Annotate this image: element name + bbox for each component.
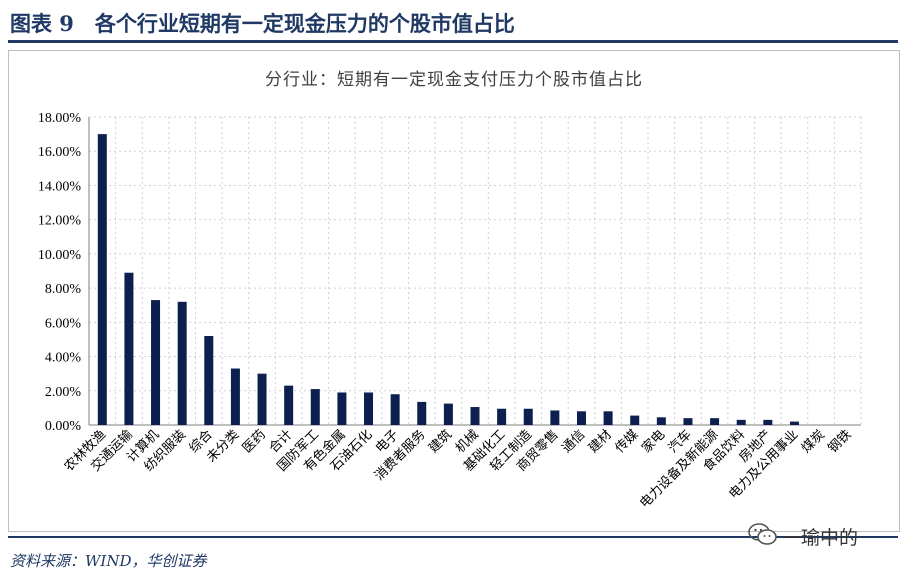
bar [603,411,613,425]
bar [443,403,453,425]
y-tick-label: 6.00% [45,316,82,331]
bar [310,389,320,425]
bar [523,408,533,425]
figure-footer: 资料来源：WIND，华创证券 [8,536,898,576]
bar [284,385,294,425]
chart-title: 分行业：短期有一定现金支付压力个股市值占比 [265,70,643,90]
wechat-icon [748,523,777,545]
y-tick-label: 10.00% [38,248,82,263]
y-tick-label: 2.00% [45,385,82,400]
x-tick-label: 建筑 [425,427,455,457]
bar [124,272,134,425]
bar [151,300,161,425]
bar [789,421,799,425]
y-tick-label: 18.00% [38,111,82,126]
figure-header: 图表 9 各个行业短期有一定现金压力的个股市值占比 [8,4,898,43]
bar [337,392,347,425]
bar [97,134,107,425]
bar [550,410,560,425]
bar [630,415,640,425]
bar [364,392,374,425]
y-tick-label: 8.00% [45,282,82,297]
x-tick-label: 建材 [586,427,615,456]
bar [417,401,427,425]
bar [497,408,507,425]
source-note: 资料来源：WIND，华创证券 [10,552,207,570]
bar [230,368,240,425]
bar [177,301,187,425]
x-tick-label: 消费者服务 [371,427,428,484]
bar [710,418,720,425]
x-tick-label: 传媒 [613,427,642,456]
bar-chart: 0.00% 2.00% 4.00% 6.00% 8.00% 10.00% 12.00% 14.… [38,111,862,511]
bar [736,419,746,425]
bar [656,417,666,425]
bar [763,419,773,425]
y-tick-label: 12.00% [38,214,82,229]
x-tick-label: 通信 [559,427,588,456]
bar [576,411,586,425]
y-tick-label: 4.00% [45,351,82,366]
x-tick-label: 家电 [638,427,668,457]
x-tick-label: 医药 [240,427,269,456]
bar [390,394,400,425]
chart-frame: 分行业：短期有一定现金支付压力个股市值占比 0.00% 2.00% 4.00% 6.0… [8,50,900,532]
x-tick-label: 钢铁 [826,427,855,456]
bar [470,407,480,425]
bar [683,418,693,425]
y-tick-label: 0.00% [45,419,82,434]
watermark-text: 一瑜中的 [782,527,859,549]
y-tick-label: 14.00% [38,179,82,194]
watermark: 一瑜中的 [748,518,898,552]
bar [204,336,214,425]
figure-title: 图表 9 各个行业短期有一定现金压力的个股市值占比 [10,11,515,36]
bar [257,373,267,425]
x-tick-label: 煤炭 [799,427,828,456]
y-tick-label: 16.00% [38,145,82,160]
